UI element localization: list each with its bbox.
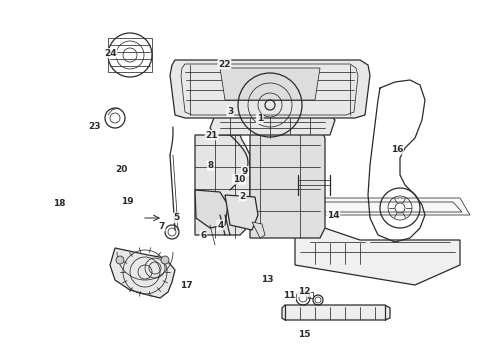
Text: 12: 12 bbox=[297, 287, 310, 296]
Polygon shape bbox=[282, 305, 390, 320]
Text: 21: 21 bbox=[205, 130, 218, 139]
Text: 22: 22 bbox=[218, 59, 231, 68]
Circle shape bbox=[116, 256, 124, 264]
Polygon shape bbox=[220, 68, 320, 100]
Polygon shape bbox=[250, 130, 325, 238]
Text: 20: 20 bbox=[115, 165, 128, 174]
Polygon shape bbox=[295, 218, 460, 285]
Text: 24: 24 bbox=[104, 49, 117, 58]
Text: 15: 15 bbox=[297, 330, 310, 339]
Polygon shape bbox=[295, 198, 470, 215]
Text: 5: 5 bbox=[173, 213, 179, 222]
Polygon shape bbox=[110, 248, 175, 298]
Text: 11: 11 bbox=[283, 291, 295, 300]
Text: 6: 6 bbox=[200, 231, 206, 240]
Polygon shape bbox=[195, 190, 228, 228]
Polygon shape bbox=[170, 60, 370, 118]
Circle shape bbox=[161, 256, 169, 264]
Text: 7: 7 bbox=[158, 222, 165, 231]
Text: 2: 2 bbox=[240, 192, 245, 201]
Text: 1: 1 bbox=[257, 114, 263, 123]
Text: 8: 8 bbox=[208, 161, 214, 170]
Text: 18: 18 bbox=[52, 199, 65, 208]
Text: 13: 13 bbox=[261, 274, 273, 284]
Text: 23: 23 bbox=[88, 122, 100, 131]
Text: 19: 19 bbox=[121, 197, 134, 206]
Text: 4: 4 bbox=[217, 220, 224, 230]
Polygon shape bbox=[225, 195, 258, 230]
Text: 10: 10 bbox=[233, 175, 245, 184]
Text: 16: 16 bbox=[391, 145, 403, 154]
Polygon shape bbox=[210, 115, 335, 135]
Polygon shape bbox=[195, 135, 250, 235]
Text: 3: 3 bbox=[227, 107, 233, 116]
Polygon shape bbox=[252, 222, 265, 238]
Text: 17: 17 bbox=[180, 281, 193, 289]
Text: 14: 14 bbox=[327, 211, 340, 220]
Text: 9: 9 bbox=[242, 166, 248, 175]
